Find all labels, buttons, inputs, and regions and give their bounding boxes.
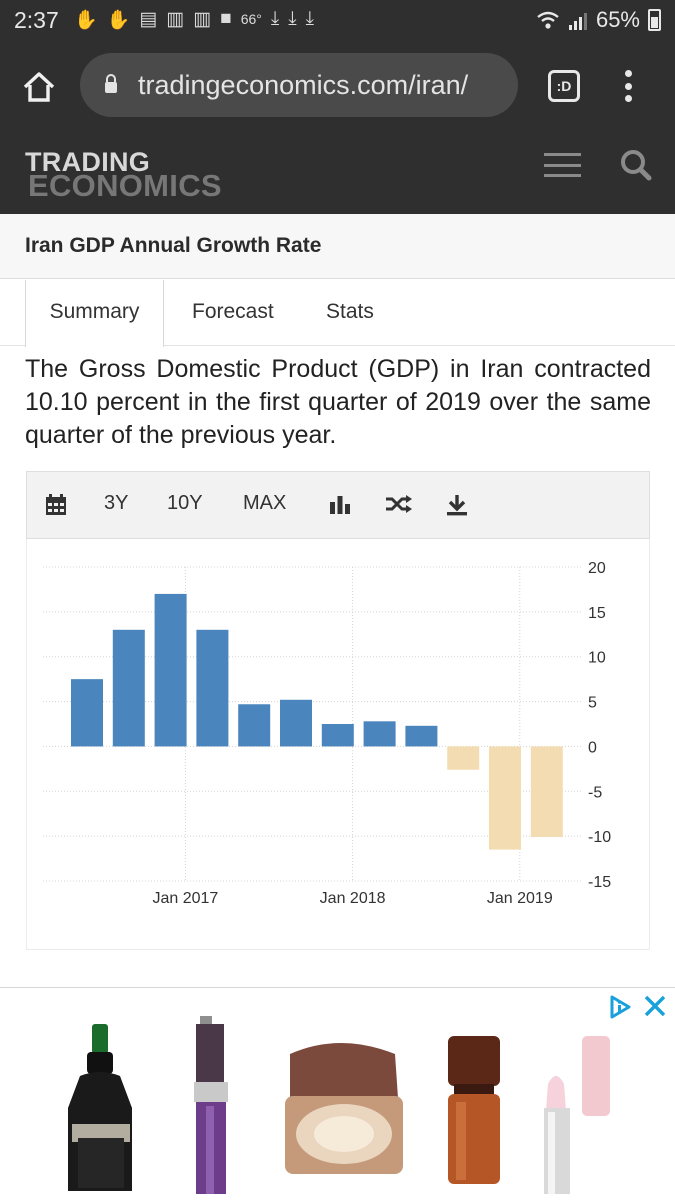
home-icon[interactable] [22,70,56,104]
close-icon[interactable] [643,994,667,1018]
bar-chart-icon[interactable] [329,494,351,514]
y-tick-label: -10 [588,829,611,846]
y-tick-label: -15 [588,874,611,891]
y-tick-label: 5 [588,695,597,712]
tab-summary[interactable]: Summary [25,280,164,347]
status-bar: 2:37 ✋ ✋ ▤ ▥ ▥ ■ 66° ⤓ ⤓ ⤓ 65% [0,0,675,42]
y-tick-label: 10 [588,650,606,667]
x-tick-label: Jan 2018 [320,890,386,907]
chart-bar[interactable] [321,724,354,747]
page-title-bar: Iran GDP Annual Growth Rate [0,214,675,279]
chart-bar[interactable] [447,746,480,770]
download-icon: ⤓ [270,8,280,29]
download-icon: ⤓ [305,8,315,29]
y-tick-label: -5 [588,784,602,801]
y-tick-label: 15 [588,605,606,622]
lock-icon [105,74,117,93]
chart-bar[interactable] [196,629,229,747]
ad-products-image[interactable] [0,988,675,1201]
chart-bar[interactable] [530,746,563,838]
serum-bottle-image [68,1024,132,1191]
tab-switcher-label: :D [556,78,572,94]
chart-bar[interactable] [489,746,521,850]
hand-icon: ✋ [74,10,98,31]
mascara-image [194,1016,228,1194]
download-icon[interactable] [445,494,469,516]
notification-icons: ✋ ✋ ▤ ▥ ▥ ■ 66° ⤓ ⤓ ⤓ [74,8,314,32]
tab-stats[interactable]: Stats [326,300,374,323]
compact-powder-image [285,1043,403,1174]
folder-icon: ■ [220,8,232,29]
chart-bar[interactable] [363,721,396,747]
browser-toolbar: tradingeconomics.com/iran/ :D [0,42,675,130]
wifi-icon [537,11,559,29]
temperature: 66° [240,11,262,27]
url-text: tradingeconomics.com/iran/ [138,70,469,100]
range-max-button[interactable]: MAX [243,492,287,514]
site-header: TRADING ECONOMICS [0,130,675,214]
battery-percent: 65% [595,7,640,32]
signal-icon [568,13,587,30]
shuffle-icon[interactable] [385,494,413,514]
chart-bar[interactable] [280,699,312,747]
logo-trading[interactable]: TRADING [25,147,151,177]
advertisement[interactable] [0,987,675,1200]
chart-bar[interactable] [238,704,271,747]
x-tick-label: Jan 2017 [152,890,218,907]
clipboard-icon: ▤ [139,9,158,30]
chart-bar[interactable] [71,679,103,747]
chart-bar[interactable] [405,725,438,747]
status-right: 65% [536,7,661,33]
content-tabs: Summary Forecast Stats [0,280,675,347]
search-icon[interactable] [620,149,652,181]
foundation-bottle-image [448,1036,500,1184]
logo-economics[interactable]: ECONOMICS [28,168,222,203]
range-3y-button[interactable]: 3Y [104,492,129,514]
hand-icon: ✋ [106,10,131,31]
tab-switcher-button[interactable]: :D [548,70,580,102]
ad-badges [607,994,667,1020]
news-icon: ▥ [166,9,185,30]
y-tick-label: 0 [588,739,597,756]
lip-balm-image [544,1036,610,1194]
gdp-growth-chart: 20 15 10 5 0 -5 -10 -15 Jan 2017 Jan 2018 Jan 2019 [26,539,650,950]
news-icon: ▥ [193,9,212,30]
status-time: 2:37 [14,7,59,33]
browser-menu-icon[interactable] [622,70,634,102]
battery-icon [648,9,661,31]
summary-text: The Gross Domestic Product (GDP) in Iran… [25,355,651,449]
chart-bar[interactable] [154,593,187,747]
x-tick-label: Jan 2019 [487,890,553,907]
y-tick-label: 20 [588,560,606,577]
adchoices-icon[interactable] [607,994,633,1020]
range-10y-button[interactable]: 10Y [167,492,203,514]
chart-svg: 20 15 10 5 0 -5 -10 -15 Jan 2017 Jan 2018 Jan 2019 [43,560,611,907]
tab-forecast[interactable]: Forecast [192,300,274,323]
chart-bar[interactable] [112,629,145,747]
calendar-icon[interactable] [45,494,67,516]
url-bar[interactable]: tradingeconomics.com/iran/ [80,53,518,117]
chart-toolbar: 3Y 10Y MAX [26,471,650,539]
page-title: Iran GDP Annual Growth Rate [25,234,322,257]
menu-icon[interactable] [544,153,581,177]
download-icon: ⤓ [288,8,297,29]
